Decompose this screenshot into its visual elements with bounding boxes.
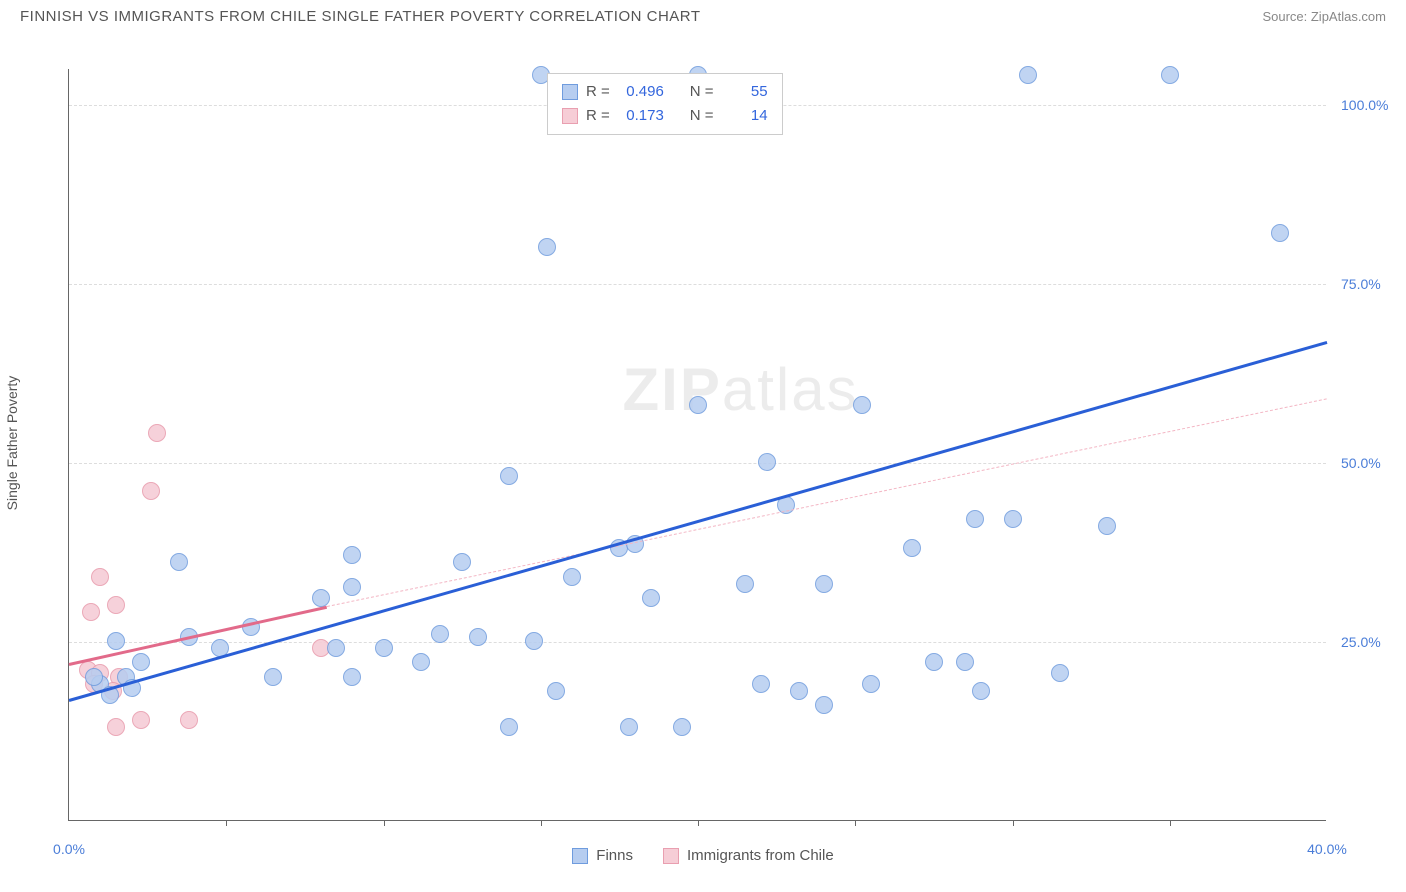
data-point <box>132 653 150 671</box>
data-point <box>758 453 776 471</box>
data-point <box>1051 664 1069 682</box>
data-point <box>431 625 449 643</box>
data-point <box>862 675 880 693</box>
data-point <box>327 639 345 657</box>
data-point <box>107 632 125 650</box>
y-tick-label: 100.0% <box>1341 97 1388 113</box>
data-point <box>1098 517 1116 535</box>
gridline <box>69 463 1326 464</box>
data-point <box>500 718 518 736</box>
data-point <box>375 639 393 657</box>
data-point <box>469 628 487 646</box>
data-point <box>547 682 565 700</box>
n-value: 55 <box>722 80 768 104</box>
r-value: 0.173 <box>618 104 664 128</box>
data-point <box>170 553 188 571</box>
x-tick <box>384 820 385 826</box>
n-label: N = <box>690 80 714 104</box>
plot-region: 25.0%50.0%75.0%100.0%0.0%40.0%ZIPatlasR … <box>68 69 1326 821</box>
chart-header: FINNISH VS IMMIGRANTS FROM CHILE SINGLE … <box>0 0 1406 29</box>
data-point <box>343 546 361 564</box>
x-tick <box>1013 820 1014 826</box>
legend-label: Immigrants from Chile <box>687 847 834 864</box>
data-point <box>903 539 921 557</box>
data-point <box>412 653 430 671</box>
source-name: ZipAtlas.com <box>1311 9 1386 24</box>
x-tick <box>226 820 227 826</box>
data-point <box>736 575 754 593</box>
data-point <box>563 568 581 586</box>
data-point <box>1004 510 1022 528</box>
data-point <box>620 718 638 736</box>
legend-bottom: Finns Immigrants from Chile <box>0 847 1406 864</box>
data-point <box>790 682 808 700</box>
data-point <box>673 718 691 736</box>
data-point <box>500 467 518 485</box>
data-point <box>82 603 100 621</box>
x-tick <box>855 820 856 826</box>
data-point <box>148 424 166 442</box>
data-point <box>525 632 543 650</box>
y-tick-label: 50.0% <box>1341 455 1381 471</box>
n-label: N = <box>690 104 714 128</box>
data-point <box>538 238 556 256</box>
x-tick <box>1170 820 1171 826</box>
data-point <box>972 682 990 700</box>
data-point <box>752 675 770 693</box>
x-tick-label: 0.0% <box>53 841 85 857</box>
legend-item-finns: Finns <box>572 847 633 864</box>
data-point <box>453 553 471 571</box>
correlation-stats-box: R = 0.496 N = 55 R = 0.173 N = 14 <box>547 73 783 135</box>
data-point <box>966 510 984 528</box>
data-point <box>853 396 871 414</box>
data-point <box>956 653 974 671</box>
swatch-icon <box>562 84 578 100</box>
data-point <box>107 718 125 736</box>
data-point <box>91 568 109 586</box>
data-point <box>85 668 103 686</box>
data-point <box>107 596 125 614</box>
legend-label: Finns <box>596 847 633 864</box>
chart-title: FINNISH VS IMMIGRANTS FROM CHILE SINGLE … <box>20 8 701 25</box>
y-axis-label: Single Father Poverty <box>4 376 20 511</box>
data-point <box>925 653 943 671</box>
y-tick-label: 75.0% <box>1341 276 1381 292</box>
data-point <box>642 589 660 607</box>
legend-item-chile: Immigrants from Chile <box>663 847 834 864</box>
data-point <box>180 711 198 729</box>
data-point <box>264 668 282 686</box>
data-point <box>815 696 833 714</box>
data-point <box>343 578 361 596</box>
r-value: 0.496 <box>618 80 664 104</box>
data-point <box>1161 66 1179 84</box>
data-point <box>689 396 707 414</box>
data-point <box>1019 66 1037 84</box>
stat-row: R = 0.173 N = 14 <box>562 104 768 128</box>
data-point <box>312 589 330 607</box>
x-tick <box>698 820 699 826</box>
gridline <box>69 642 1326 643</box>
watermark: ZIPatlas <box>623 355 859 424</box>
source-label: Source: <box>1262 9 1310 24</box>
data-point <box>343 668 361 686</box>
stat-row: R = 0.496 N = 55 <box>562 80 768 104</box>
chart-area: Single Father Poverty 25.0%50.0%75.0%100… <box>20 29 1386 841</box>
x-tick <box>541 820 542 826</box>
data-point <box>142 482 160 500</box>
data-point <box>1271 224 1289 242</box>
swatch-icon <box>663 848 679 864</box>
r-label: R = <box>586 104 610 128</box>
source-attribution: Source: ZipAtlas.com <box>1262 9 1386 24</box>
swatch-icon <box>572 848 588 864</box>
swatch-icon <box>562 108 578 124</box>
data-point <box>132 711 150 729</box>
x-tick-label: 40.0% <box>1307 841 1347 857</box>
n-value: 14 <box>722 104 768 128</box>
y-tick-label: 25.0% <box>1341 634 1381 650</box>
r-label: R = <box>586 80 610 104</box>
gridline <box>69 284 1326 285</box>
data-point <box>815 575 833 593</box>
